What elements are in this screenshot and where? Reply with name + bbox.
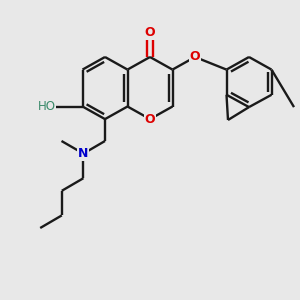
Text: O: O bbox=[145, 112, 155, 126]
Text: O: O bbox=[145, 26, 155, 40]
Text: HO: HO bbox=[38, 100, 56, 113]
Text: O: O bbox=[190, 50, 200, 64]
Text: N: N bbox=[78, 147, 88, 160]
